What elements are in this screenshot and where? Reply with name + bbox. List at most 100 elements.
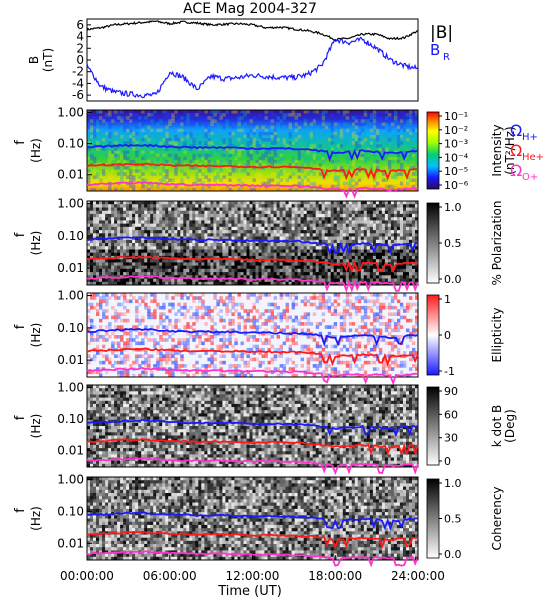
- heatmap-cell: [303, 268, 308, 273]
- heatmap-cell: [177, 344, 181, 349]
- heatmap-cell: [216, 125, 220, 130]
- heatmap-cell: [138, 230, 142, 234]
- heatmap-cell: [189, 144, 193, 148]
- heatmap-cell: [129, 201, 133, 205]
- heatmap-cell: [189, 278, 193, 283]
- heatmap-cell: [327, 201, 332, 205]
- heatmap-cell: [303, 220, 308, 224]
- heatmap-cell: [303, 175, 308, 179]
- heatmap-cell: [348, 220, 353, 224]
- heatmap-cell: [183, 341, 187, 346]
- heatmap-cell: [406, 226, 410, 231]
- heatmap-cell: [144, 281, 148, 286]
- heatmap-cell: [264, 354, 268, 358]
- heatmap-cell: [192, 204, 196, 208]
- heatmap-cell: [369, 278, 374, 283]
- heatmap-cell: [186, 210, 190, 215]
- heatmap-cell: [273, 302, 277, 307]
- heatmap-cell: [126, 265, 130, 270]
- heatmap-cell: [258, 249, 262, 254]
- heatmap-cell: [204, 156, 208, 161]
- heatmap-cell: [168, 213, 172, 218]
- heatmap-cell: [279, 204, 283, 208]
- heatmap-cell: [96, 210, 100, 215]
- heatmap-cell: [189, 217, 193, 221]
- heatmap-cell: [360, 217, 365, 221]
- heatmap-cell: [135, 259, 139, 263]
- f-ylabel: f: [13, 140, 28, 145]
- heatmap-cell: [237, 147, 241, 151]
- heatmap-cell: [363, 272, 368, 276]
- heatmap-cell: [246, 239, 250, 244]
- heatmap-cell: [114, 312, 118, 316]
- heatmap-cell: [369, 217, 374, 221]
- heatmap-cell: [93, 226, 97, 231]
- heatmap-cell: [291, 373, 295, 378]
- heatmap-cell: [403, 213, 407, 218]
- heatmap-cell: [363, 220, 368, 224]
- heatmap-cell: [204, 131, 208, 136]
- heatmap-cell: [351, 116, 356, 120]
- heatmap-cell: [312, 302, 317, 307]
- heatmap-cell: [309, 187, 314, 192]
- heatmap-cell: [213, 249, 217, 254]
- heatmap-cell: [279, 153, 283, 158]
- heatmap-cell: [409, 113, 413, 117]
- heatmap-cell: [231, 207, 235, 212]
- heatmap-cell: [228, 278, 232, 283]
- heatmap-cell: [372, 259, 377, 263]
- heatmap-cell: [102, 262, 106, 266]
- heatmap-cell: [354, 246, 359, 250]
- heatmap-cell: [204, 249, 208, 254]
- heatmap-cell: [270, 217, 274, 221]
- heatmap-cell: [147, 217, 151, 221]
- heatmap-cell: [123, 233, 127, 237]
- heatmap-cell: [276, 153, 280, 158]
- heatmap-cell: [165, 338, 169, 342]
- heatmap-cell: [360, 272, 365, 276]
- heatmap-cell: [144, 156, 148, 161]
- heatmap-cell: [270, 207, 274, 212]
- heatmap-cell: [99, 223, 103, 228]
- heatmap-cell: [288, 315, 292, 320]
- heatmap-cell: [219, 178, 223, 182]
- heatmap-cell: [384, 272, 389, 276]
- heatmap-cell: [246, 364, 250, 368]
- heatmap-cell: [300, 252, 304, 257]
- heatmap-cell: [309, 322, 314, 326]
- heatmap-cell: [333, 230, 338, 234]
- heatmap-cell: [249, 141, 253, 145]
- heatmap-cell: [309, 265, 314, 270]
- heatmap-cell: [288, 281, 292, 286]
- heatmap-cell: [102, 360, 106, 365]
- heatmap-cell: [93, 128, 97, 133]
- heatmap-cell: [415, 246, 419, 250]
- heatmap-cell: [135, 223, 139, 228]
- heatmap-cell: [114, 262, 118, 266]
- heatmap-cell: [345, 204, 350, 208]
- heatmap-cell: [300, 281, 304, 286]
- heatmap-cell: [129, 178, 133, 182]
- heatmap-cell: [252, 367, 256, 371]
- heatmap-cell: [342, 236, 347, 241]
- heatmap-cell: [249, 255, 253, 260]
- heatmap-cell: [267, 156, 271, 161]
- heatmap-cell: [303, 204, 308, 208]
- heatmap-cell: [291, 318, 295, 323]
- heatmap-cell: [279, 226, 283, 231]
- heatmap-cell: [276, 246, 280, 250]
- heatmap-cell: [198, 207, 202, 212]
- heatmap-cell: [183, 226, 187, 231]
- heatmap-cell: [294, 262, 298, 266]
- heatmap-cell: [219, 344, 223, 349]
- heatmap-cell: [415, 159, 419, 164]
- heatmap-cell: [108, 243, 112, 247]
- heatmap-cell: [117, 302, 121, 307]
- heatmap-cell: [366, 204, 371, 208]
- heatmap-cell: [123, 373, 127, 378]
- heatmap-cell: [153, 201, 157, 205]
- heatmap-cell: [412, 255, 416, 260]
- heatmap-cell: [360, 122, 365, 126]
- heatmap-cell: [129, 265, 133, 270]
- heatmap-cell: [138, 302, 142, 307]
